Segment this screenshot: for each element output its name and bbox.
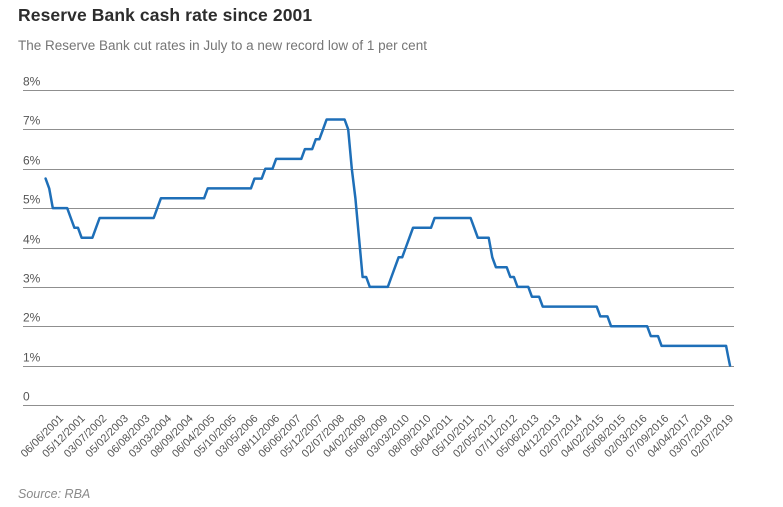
chart-source: Source: RBA <box>18 487 91 501</box>
y-tick-label-1: 1% <box>23 351 41 365</box>
gridlines <box>23 90 734 406</box>
y-tick-label-6: 6% <box>23 154 41 168</box>
y-tick-label-2: 2% <box>23 311 41 325</box>
chart-subtitle: The Reserve Bank cut rates in July to a … <box>18 38 427 53</box>
y-tick-label-5: 5% <box>23 193 41 207</box>
y-tick-label-8: 8% <box>23 75 41 89</box>
cash-rate-line <box>44 118 732 367</box>
y-tick-label-3: 3% <box>23 272 41 286</box>
y-tick-label-0: 0 <box>23 390 30 404</box>
y-tick-label-7: 7% <box>23 114 41 128</box>
chart-title: Reserve Bank cash rate since 2001 <box>18 5 313 25</box>
y-tick-label-4: 4% <box>23 233 41 247</box>
y-axis-labels: 8% 7% 6% 5% 4% 3% 2% 1% 0 <box>23 75 41 404</box>
x-axis-labels: 06/06/200105/12/200103/07/200205/02/2003… <box>19 413 736 460</box>
